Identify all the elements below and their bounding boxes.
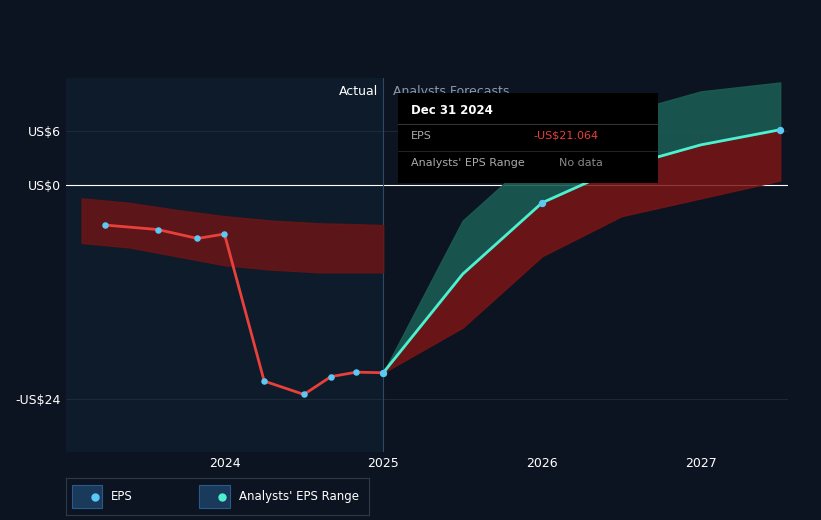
Text: EPS: EPS	[411, 131, 432, 141]
Bar	[71, 485, 102, 508]
Point	[297, 391, 310, 399]
Text: No data: No data	[559, 158, 603, 167]
Text: Actual: Actual	[339, 85, 378, 98]
Point	[218, 230, 231, 238]
Text: EPS: EPS	[111, 490, 133, 503]
Point	[350, 368, 363, 376]
Point	[99, 221, 112, 229]
Point	[191, 235, 204, 243]
Text: Analysts' EPS Range: Analysts' EPS Range	[239, 490, 359, 503]
Point	[377, 369, 390, 377]
Point	[258, 377, 271, 385]
Text: -US$21.064: -US$21.064	[534, 131, 599, 141]
Text: Analysts' EPS Range: Analysts' EPS Range	[411, 158, 525, 167]
Point	[377, 369, 390, 377]
Point	[151, 225, 164, 233]
Point	[773, 125, 787, 134]
Bar	[66, 78, 383, 452]
Point	[324, 372, 337, 381]
Text: Dec 31 2024: Dec 31 2024	[411, 104, 493, 117]
Bar	[200, 485, 230, 508]
Point	[535, 199, 548, 207]
Text: Analysts Forecasts: Analysts Forecasts	[392, 85, 509, 98]
